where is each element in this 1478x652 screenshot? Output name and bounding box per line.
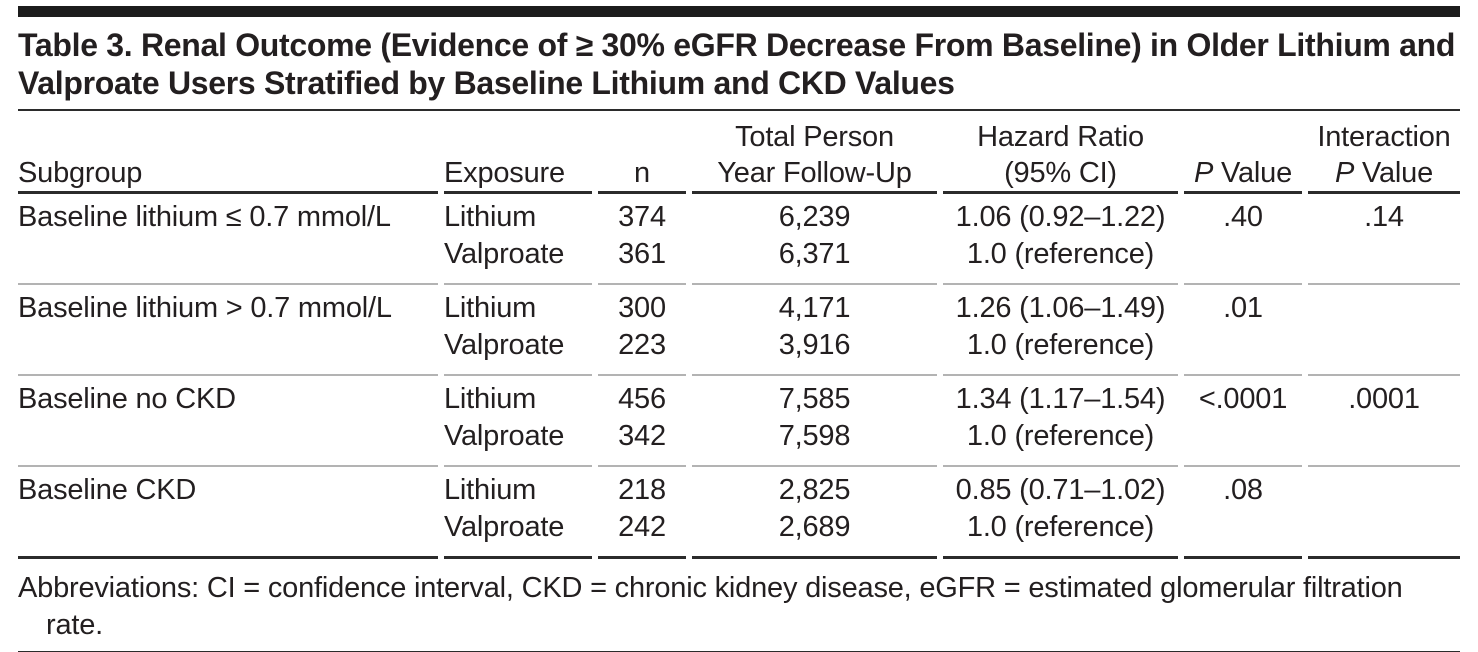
exposure-cell: Lithium — [444, 465, 592, 509]
outcomes-table: Subgroup Exposure n Total Person Year Fo… — [12, 119, 1466, 559]
p-value-cell: .08 — [1184, 465, 1302, 509]
column-header-n: n — [598, 119, 686, 194]
exposure-cell: Lithium — [444, 201, 537, 233]
subgroup-cell: Baseline no CKD — [18, 374, 438, 465]
n-cell: 342 — [618, 420, 666, 452]
table-title: Table 3. Renal Outcome (Evidence of ≥ 30… — [18, 27, 1456, 101]
hazard-ratio-cell: 1.0 (reference) — [966, 420, 1155, 452]
p-value-cell — [1184, 327, 1302, 374]
p-value-cell — [1184, 236, 1302, 283]
interaction-p-cell: .0001 — [1308, 374, 1460, 418]
table-row: Baseline lithium > 0.7 mmol/L Lithium 30… — [18, 283, 1460, 327]
table-row: Valproate 242 2,689 1.0 (reference) — [18, 509, 1460, 559]
exposure-cell: Valproate — [444, 329, 565, 361]
follow-up-cell: 6,239 — [778, 201, 851, 233]
exposure-cell: Valproate — [444, 238, 565, 270]
interaction-p-cell — [1308, 418, 1460, 465]
table-header: Subgroup Exposure n Total Person Year Fo… — [18, 119, 1460, 194]
exposure-cell: Lithium — [444, 374, 592, 418]
hazard-ratio-cell: 1.0 (reference) — [966, 329, 1155, 361]
table-row: Valproate 223 3,916 1.0 (reference) — [18, 327, 1460, 374]
exposure-cell: Valproate — [444, 509, 592, 559]
hazard-ratio-cell: 1.34 (1.17–1.54) — [943, 374, 1178, 418]
interaction-p-cell — [1308, 465, 1460, 509]
hazard-ratio-cell: 1.06 (0.92–1.22) — [955, 201, 1166, 233]
interaction-p-cell — [1308, 509, 1460, 559]
interaction-p-cell — [1308, 283, 1460, 327]
interaction-p-cell: .14 — [1364, 201, 1404, 233]
follow-up-cell: 7,598 — [778, 420, 851, 452]
top-bar — [18, 6, 1460, 17]
p-value-cell: .40 — [1223, 201, 1263, 233]
n-cell: 218 — [598, 465, 686, 509]
follow-up-cell: 2,689 — [692, 509, 937, 559]
column-header-subgroup: Subgroup — [18, 119, 438, 194]
table-row: Baseline CKD Lithium 218 2,825 0.85 (0.7… — [18, 465, 1460, 559]
header-row: Subgroup Exposure n Total Person Year Fo… — [18, 119, 1460, 194]
follow-up-cell: 6,371 — [778, 238, 851, 270]
column-header-hazard-ratio: Hazard Ratio (95% CI) — [943, 119, 1178, 194]
n-cell: 361 — [618, 238, 666, 270]
n-cell: 300 — [598, 283, 686, 327]
footnote: Abbreviations: CI = confidence interval,… — [18, 572, 1403, 641]
p-value-cell — [1184, 418, 1302, 465]
subgroup-cell: Baseline lithium > 0.7 mmol/L — [18, 283, 438, 374]
table-row: Valproate 342 7,598 1.0 (reference) — [18, 418, 1460, 465]
hazard-ratio-cell: 1.0 (reference) — [966, 238, 1155, 270]
follow-up-cell: 3,916 — [778, 329, 851, 361]
table-row: Valproate 361 6,371 1.0 (reference) — [18, 236, 1460, 283]
n-cell: 374 — [618, 201, 666, 233]
follow-up-cell: 7,585 — [692, 374, 937, 418]
n-cell: 242 — [598, 509, 686, 559]
hazard-ratio-cell: 1.26 (1.06–1.49) — [943, 283, 1178, 327]
table-row: Baseline no CKD Lithium 456 7,585 1.34 (… — [18, 374, 1460, 418]
exposure-cell: Valproate — [444, 420, 565, 452]
table-row: Baseline lithium ≤ 0.7 mmol/L Lithium 37… — [18, 194, 1460, 236]
p-value-cell: .01 — [1184, 283, 1302, 327]
title-rule — [18, 109, 1460, 111]
subgroup-cell: Baseline CKD — [18, 465, 438, 559]
p-value-cell — [1184, 509, 1302, 559]
follow-up-cell: 4,171 — [692, 283, 937, 327]
column-header-interaction-p-value: Interaction P Value — [1308, 119, 1460, 194]
exposure-cell: Lithium — [444, 283, 592, 327]
n-cell: 456 — [598, 374, 686, 418]
column-header-p-value: P Value — [1184, 119, 1302, 194]
table-body: Baseline lithium ≤ 0.7 mmol/L Lithium 37… — [18, 194, 1460, 559]
interaction-p-cell — [1308, 236, 1460, 283]
hazard-ratio-cell: 0.85 (0.71–1.02) — [943, 465, 1178, 509]
follow-up-cell: 2,825 — [692, 465, 937, 509]
subgroup-cell: Baseline lithium ≤ 0.7 mmol/L — [18, 201, 391, 233]
hazard-ratio-cell: 1.0 (reference) — [943, 509, 1178, 559]
p-value-cell: <.0001 — [1184, 374, 1302, 418]
column-header-follow-up: Total Person Year Follow-Up — [692, 119, 937, 194]
n-cell: 223 — [618, 329, 666, 361]
column-header-exposure: Exposure — [444, 119, 592, 194]
interaction-p-cell — [1308, 327, 1460, 374]
